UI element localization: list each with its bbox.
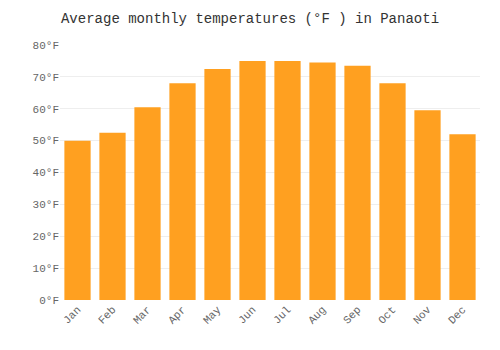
svg-text:0°F: 0°F	[39, 295, 59, 307]
svg-text:70°F: 70°F	[33, 72, 59, 84]
svg-text:Oct: Oct	[376, 304, 398, 326]
svg-text:50°F: 50°F	[33, 135, 59, 147]
svg-text:Average monthly temperatures (: Average monthly temperatures (°F ) in Pa…	[61, 11, 439, 27]
svg-text:Apr: Apr	[166, 304, 188, 326]
svg-text:Jul: Jul	[271, 304, 293, 326]
svg-text:Jun: Jun	[236, 304, 258, 326]
svg-text:Mar: Mar	[131, 304, 153, 326]
svg-text:20°F: 20°F	[33, 231, 59, 243]
svg-text:60°F: 60°F	[33, 104, 59, 116]
svg-text:30°F: 30°F	[33, 199, 59, 211]
svg-text:Nov: Nov	[411, 304, 434, 327]
svg-text:Dec: Dec	[446, 304, 468, 326]
svg-text:80°F: 80°F	[33, 40, 59, 52]
svg-text:40°F: 40°F	[33, 167, 59, 179]
svg-text:Feb: Feb	[96, 304, 118, 326]
svg-text:Aug: Aug	[306, 304, 328, 326]
svg-text:Jan: Jan	[61, 304, 83, 326]
svg-text:10°F: 10°F	[33, 263, 59, 275]
svg-text:Sep: Sep	[341, 304, 363, 326]
svg-text:May: May	[201, 304, 224, 327]
